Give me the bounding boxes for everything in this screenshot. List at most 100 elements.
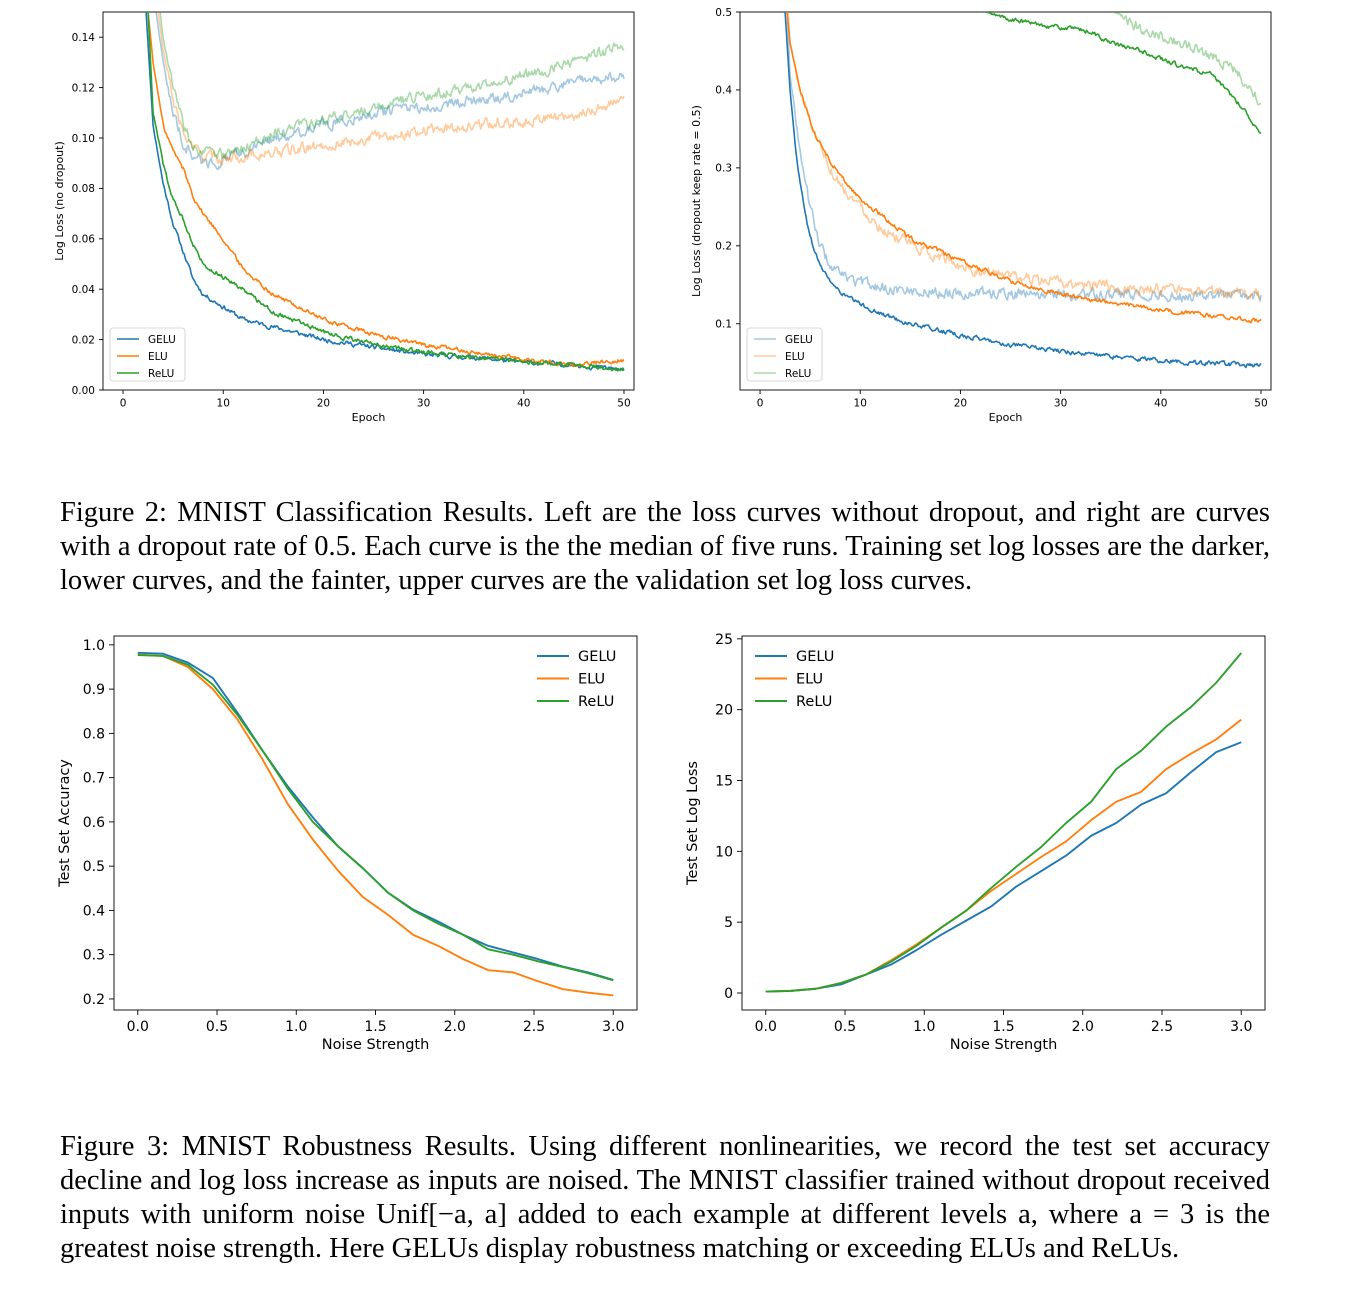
y-tick-label: 0.12 <box>72 82 95 94</box>
x-tick-label: 10 <box>217 398 230 410</box>
legend-frame <box>109 327 186 382</box>
y-tick-label: 15 <box>715 774 733 790</box>
legend-label-gelu: GELU <box>796 649 834 665</box>
series-line-gelu-validation <box>155 12 625 171</box>
y-tick-label: 0 <box>724 986 733 1002</box>
series-line-gelu-validation <box>786 12 1262 303</box>
x-tick-label: 1.0 <box>913 1019 935 1035</box>
y-tick-label: 0.9 <box>83 682 105 698</box>
plot-frame <box>741 635 1266 1011</box>
series-line-elu-train <box>147 12 625 368</box>
x-tick-label: 0 <box>757 398 764 410</box>
series-line-relu-train <box>147 12 625 372</box>
legend-label-relu: ReLU <box>796 694 832 710</box>
x-tick-label: 30 <box>1054 398 1067 410</box>
series-line-relu-validation <box>1113 12 1262 106</box>
x-tick-label: 0.0 <box>127 1019 149 1035</box>
series-group <box>145 12 625 372</box>
series-line-relu-train <box>985 12 1262 134</box>
figure-3-caption: Figure 3: MNIST Robustness Results. Usin… <box>60 1131 1270 1264</box>
x-axis-label: Epoch <box>989 411 1023 424</box>
plot-frame <box>102 11 635 391</box>
legend-label-relu: ReLU <box>785 368 811 380</box>
legend-label-elu: ELU <box>785 351 805 363</box>
series-line-elu-train <box>786 12 1262 324</box>
x-tick-label: 20 <box>954 398 967 410</box>
y-tick-label: 0.02 <box>72 334 95 346</box>
y-axis-label: Test Set Accuracy <box>57 759 73 888</box>
series-group <box>137 651 614 997</box>
y-tick-label: 25 <box>715 632 733 648</box>
legend-label-elu: ELU <box>796 672 823 688</box>
y-tick-label: 0.4 <box>715 85 732 97</box>
legend: GELU ELU ReLU <box>755 649 834 710</box>
x-tick-label: 0 <box>120 398 127 410</box>
x-tick-label: 1.5 <box>364 1019 386 1035</box>
legend-label-elu: ELU <box>578 672 605 688</box>
x-tick-label: 1.5 <box>992 1019 1014 1035</box>
x-tick-label: 3.0 <box>602 1019 624 1035</box>
y-tick-label: 0.04 <box>72 284 96 296</box>
y-tick-label: 1.0 <box>83 638 105 654</box>
y-tick-label: 0.4 <box>83 903 105 919</box>
figure-2-caption: Figure 2: MNIST Classification Results. … <box>60 497 1270 596</box>
legend: GELU ELU ReLU <box>537 649 616 710</box>
y-tick-label: 0.00 <box>72 385 95 397</box>
y-tick-label: 0.06 <box>72 234 96 246</box>
plot-frame <box>739 11 1272 391</box>
series-line-gelu-train <box>784 12 1262 369</box>
legend: GELU ELU ReLU <box>746 327 823 382</box>
y-tick-label: 0.7 <box>83 771 105 787</box>
series-line-relu-validation <box>159 12 625 160</box>
x-tick-label: 50 <box>617 398 630 410</box>
legend-label-gelu: GELU <box>578 649 616 665</box>
x-tick-label: 40 <box>1154 398 1167 410</box>
x-tick-label: 0.0 <box>755 1019 777 1035</box>
series-line-elu-validation <box>157 12 625 166</box>
chart-bottom-left: 0.0 0.5 1.0 1.5 2.0 2.5 3.0 0.2 0.3 0.4 0.5 0.6 0.7 0… <box>57 635 638 1053</box>
y-tick-label: 10 <box>715 844 733 860</box>
series-line-relu <box>137 654 614 982</box>
series-group <box>784 12 1262 369</box>
chart-top-left: 0 10 20 30 40 50 0.00 0.02 0.04 0.06 0.08 0.10 0.12 0… <box>53 11 635 424</box>
legend: GELU ELU ReLU <box>109 327 186 382</box>
x-tick-label: 0.5 <box>206 1019 228 1035</box>
y-tick-label: 0.5 <box>83 859 105 875</box>
y-tick-label: 0.14 <box>72 32 96 44</box>
x-tick-label: 1.0 <box>285 1019 307 1035</box>
y-tick-label: 0.6 <box>83 815 105 831</box>
plot-frame <box>113 635 638 1011</box>
x-tick-label: 2.5 <box>1151 1019 1173 1035</box>
x-tick-label: 20 <box>317 398 330 410</box>
legend-label-relu: ReLU <box>578 694 614 710</box>
y-tick-label: 0.08 <box>72 183 95 195</box>
x-tick-label: 2.0 <box>1072 1019 1094 1035</box>
y-tick-label: 0.1 <box>715 319 732 331</box>
y-tick-label: 0.5 <box>715 7 732 19</box>
series-line-relu <box>765 652 1242 993</box>
y-tick-label: 0.8 <box>83 726 105 742</box>
x-tick-label: 30 <box>417 398 430 410</box>
x-axis-label: Noise Strength <box>322 1037 430 1053</box>
x-tick-label: 10 <box>854 398 867 410</box>
legend-frame <box>746 327 823 382</box>
series-line-elu <box>765 718 1242 993</box>
y-axis-label: Log Loss (no dropout) <box>53 141 66 261</box>
series-line-gelu <box>765 741 1242 993</box>
series-group <box>765 652 1242 993</box>
legend-label-elu: ELU <box>148 351 168 363</box>
chart-top-right: 0 10 20 30 40 50 0.1 0.2 0.3 0.4 0.5 Epoch Log Loss … <box>690 7 1272 424</box>
x-tick-label: 0.5 <box>834 1019 856 1035</box>
legend-label-gelu: GELU <box>148 334 176 346</box>
y-tick-label: 0.2 <box>715 241 732 253</box>
x-tick-label: 2.0 <box>444 1019 466 1035</box>
y-tick-label: 0.3 <box>83 948 105 964</box>
y-tick-label: 20 <box>715 703 733 719</box>
series-line-elu <box>137 653 614 997</box>
x-tick-label: 50 <box>1254 398 1267 410</box>
y-tick-label: 0.2 <box>83 992 105 1008</box>
chart-bottom-right: 0.0 0.5 1.0 1.5 2.0 2.5 3.0 0 5 10 15 20 25 Noise Str… <box>685 632 1266 1053</box>
x-axis-label: Epoch <box>352 411 386 424</box>
y-tick-label: 0.10 <box>72 133 95 145</box>
